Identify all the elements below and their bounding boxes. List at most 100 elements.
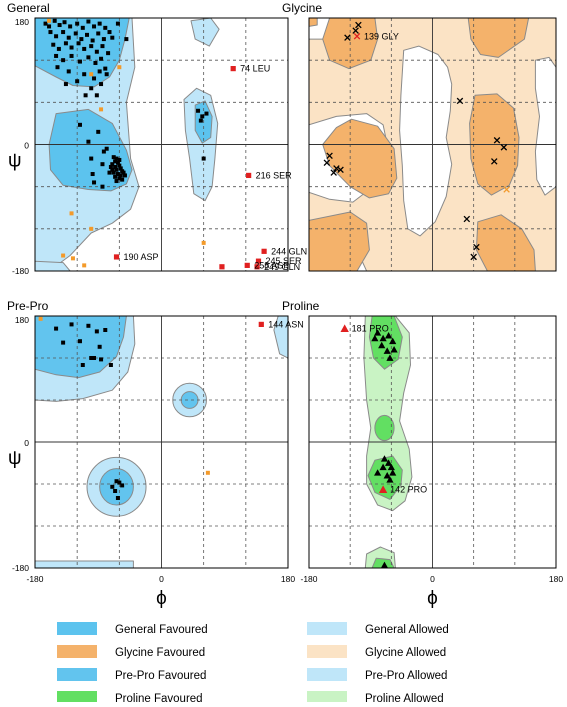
- data-point-square: [104, 72, 109, 77]
- psi-tick-label: 0: [24, 141, 29, 151]
- data-point-square: [200, 114, 205, 119]
- data-point-square: [86, 55, 91, 60]
- data-point-square: [204, 111, 209, 116]
- legend-swatch: [57, 691, 97, 704]
- favoured-region: [309, 211, 370, 271]
- favoured-region: [467, 18, 530, 58]
- outlier-label: 258 ASP: [254, 260, 289, 270]
- psi-tick-label: 180: [15, 17, 29, 27]
- data-point-square: [201, 156, 206, 161]
- disallowed-region: [534, 56, 556, 196]
- data-point-triangle: [384, 459, 393, 466]
- legend-label: Pre-Pro Allowed: [365, 670, 447, 682]
- data-point-triangle: [379, 463, 387, 471]
- disallowed-region: [399, 45, 453, 237]
- panel-title: Proline: [282, 299, 320, 313]
- data-point-square: [103, 66, 108, 71]
- legend-label: Pre-Pro Favoured: [115, 670, 206, 682]
- data-point-square: [113, 159, 118, 164]
- data-point-square: [115, 21, 120, 26]
- favoured-region: [374, 414, 395, 442]
- data-point-square: [117, 480, 122, 485]
- outlier-point: [254, 264, 260, 270]
- outlier-point: [340, 324, 349, 332]
- data-point-square: [77, 339, 82, 344]
- data-point-square: [62, 20, 67, 25]
- data-point-square: [86, 139, 91, 144]
- data-point-square: [104, 146, 109, 151]
- data-point-square: [114, 156, 119, 161]
- data-point-square: [94, 93, 99, 98]
- data-point-triangle: [384, 332, 393, 339]
- plot-frame: [308, 17, 557, 272]
- favoured-region: [371, 557, 395, 568]
- data-point-square: [61, 340, 66, 345]
- legend-swatch: [307, 645, 347, 658]
- data-point-square: [47, 24, 52, 29]
- data-point-square: [77, 122, 82, 127]
- outlier-point: [378, 485, 388, 493]
- data-point-triangle: [389, 337, 397, 345]
- data-point-cross: [490, 158, 498, 165]
- data-point-square: [120, 177, 125, 182]
- legend-label: Proline Favoured: [115, 693, 203, 702]
- data-point-square: [86, 323, 91, 328]
- data-point-square: [121, 170, 126, 175]
- outlier-point: [258, 321, 264, 327]
- outlier-label: 190 ASP: [124, 252, 159, 262]
- allowed-region: [273, 316, 288, 359]
- data-point-square: [57, 23, 62, 28]
- plot-area: [35, 316, 288, 568]
- legend-swatch: [57, 668, 97, 681]
- legend-swatch: [57, 645, 97, 658]
- data-point-square: [69, 322, 74, 327]
- allowed-region: [35, 260, 71, 271]
- phi-tick-label: 0: [159, 574, 164, 584]
- data-point-square: [124, 37, 129, 42]
- ramachandran-panel-proline: 181 PRO 142 PRO Proline -180 0 180 ϕ: [282, 299, 563, 609]
- outlier-point: [219, 264, 225, 270]
- data-point-square: [66, 69, 71, 74]
- outlier-point: [353, 33, 361, 40]
- outlier-label: 142 PRO: [390, 485, 427, 495]
- outlier-label: 244 GLN: [271, 246, 307, 256]
- psi-tick-label: 180: [15, 315, 29, 325]
- panel-title: General: [7, 1, 50, 15]
- data-point-square: [107, 30, 112, 35]
- data-point-cross: [326, 152, 333, 160]
- data-point-square: [55, 65, 60, 70]
- phi-tick-label: 0: [430, 574, 435, 584]
- data-point-square: [106, 51, 111, 56]
- data-point-square: [96, 31, 101, 36]
- data-point-square: [93, 60, 98, 65]
- data-point-square: [90, 172, 95, 177]
- marginal-point: [89, 226, 94, 231]
- legend-label: Proline Allowed: [365, 693, 444, 702]
- marginal-point: [89, 72, 94, 77]
- data-point-triangle: [378, 341, 386, 349]
- legend-item: Glycine Allowed: [307, 645, 446, 659]
- data-point-square: [113, 174, 118, 179]
- data-point-square: [54, 53, 59, 58]
- marginal-point: [61, 253, 66, 258]
- data-point-square: [61, 30, 66, 35]
- data-point-square: [99, 82, 104, 87]
- data-point-triangle: [390, 346, 398, 353]
- data-point-square: [63, 41, 68, 46]
- data-point-square: [118, 173, 123, 178]
- data-point-triangle: [380, 561, 389, 568]
- marginal-point: [117, 65, 122, 70]
- data-point-square: [69, 45, 74, 50]
- outlier-point: [246, 172, 252, 179]
- data-point-square: [80, 363, 85, 367]
- data-point-square: [114, 167, 119, 172]
- favoured-region: [99, 468, 134, 506]
- data-point-square: [99, 357, 104, 362]
- ramachandran-panel-pre-pro: 144 ASN Pre-Pro 180 0 -180 ψ -180 0 180 ϕ: [7, 299, 304, 609]
- data-point-square: [90, 38, 95, 43]
- marginal-point: [201, 240, 206, 245]
- favoured-region: [322, 118, 398, 199]
- legend-item: Glycine Favoured: [57, 645, 205, 659]
